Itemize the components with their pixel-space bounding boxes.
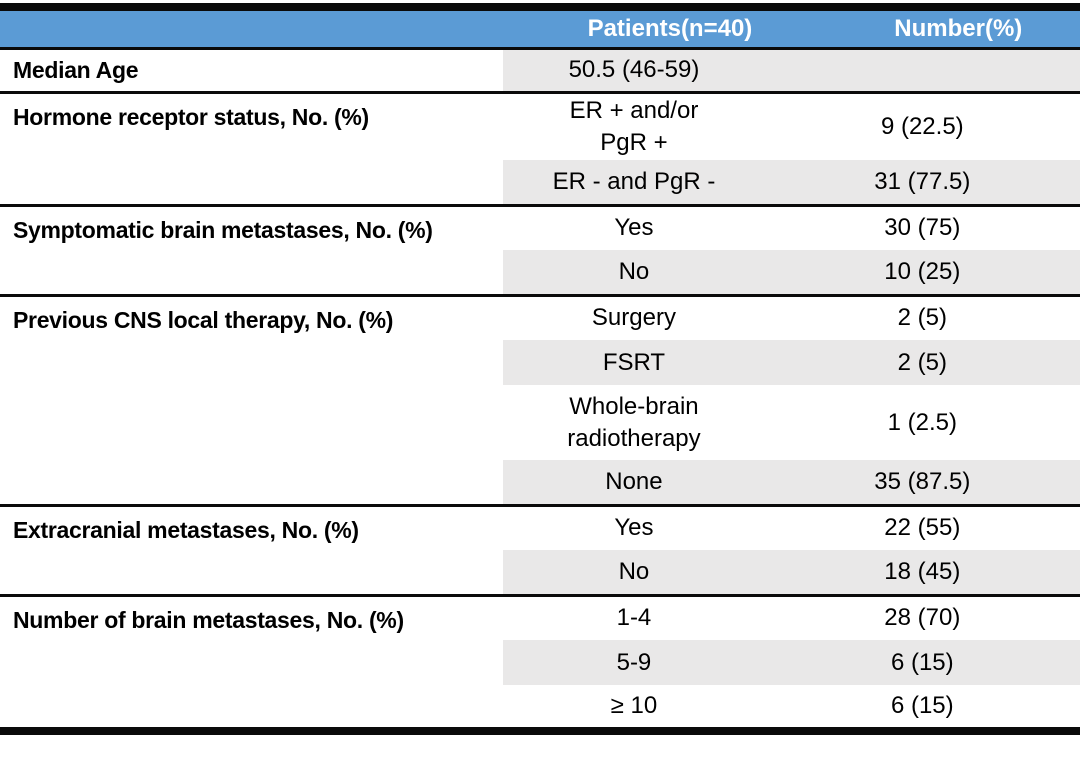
patients-value: Whole-brain radiotherapy — [567, 392, 701, 452]
blank-header-cell — [0, 7, 504, 50]
table-row: Number of brain metastases, No. (%) 1-4 … — [0, 593, 1080, 731]
number-value: 2 (5) — [764, 340, 1080, 385]
table-row: No 18 (45) — [0, 550, 1080, 595]
patients-value: None — [503, 460, 765, 505]
patients-value: ER + and/or PgR + — [503, 90, 765, 160]
number-value: 2 (5) — [764, 293, 1080, 340]
section-label-number-brain-mets: Number of brain metastases, No. (%) — [0, 593, 504, 731]
patients-value: 1-4 — [503, 593, 765, 640]
number-value: 6 (15) — [764, 640, 1080, 685]
patients-value: ER - and PgR - — [503, 160, 765, 205]
number-value — [764, 48, 1080, 92]
section-label-extracranial: Extracranial metastases, No. (%) — [0, 503, 504, 595]
patients-value: 5-9 — [503, 640, 765, 685]
number-value: 30 (75) — [764, 203, 1080, 250]
number-value: 9 (22.5) — [764, 90, 1080, 160]
number-value: 18 (45) — [764, 550, 1080, 595]
table-row: No 10 (25) — [0, 250, 1080, 295]
table-row: None 35 (87.5) — [0, 460, 1080, 505]
number-value: 22 (55) — [764, 503, 1080, 550]
patient-characteristics-table: Patients(n=40) Number(%) Median Age 50.5… — [0, 3, 1080, 735]
table-row: Median Age 50.5 (46-59) — [0, 48, 1080, 92]
table-row: Hormone receptor status, No. (%) ER + an… — [0, 90, 1080, 205]
patients-value: Yes — [503, 203, 765, 250]
table-row: FSRT 2 (5) — [0, 340, 1080, 385]
section-label-previous-cns: Previous CNS local therapy, No. (%) — [0, 293, 504, 505]
table-header-row: Patients(n=40) Number(%) — [0, 7, 1080, 50]
table-row: ER - and PgR - 31 (77.5) — [0, 160, 1080, 205]
patients-value: ≥ 10 — [610, 692, 658, 720]
number-value: 35 (87.5) — [764, 460, 1080, 505]
table-row: Symptomatic brain metastases, No. (%) Ye… — [0, 203, 1080, 295]
number-column-header: Number(%) — [764, 7, 1080, 50]
section-label-hormone-receptor: Hormone receptor status, No. (%) — [0, 90, 504, 205]
patients-value: FSRT — [503, 340, 765, 385]
table-row: Previous CNS local therapy, No. (%) Surg… — [0, 293, 1080, 505]
table-row: Whole-brain radiotherapy 1 (2.5) — [0, 385, 1080, 460]
section-label-median-age: Median Age — [0, 48, 504, 92]
number-value: 1 (2.5) — [887, 408, 957, 436]
number-value: 28 (70) — [764, 593, 1080, 640]
patients-value: No — [503, 550, 765, 595]
patients-value: 50.5 (46-59) — [503, 48, 765, 92]
number-value: 31 (77.5) — [764, 160, 1080, 205]
table-row: Extracranial metastases, No. (%) Yes 22 … — [0, 503, 1080, 595]
patients-value: Surgery — [503, 293, 765, 340]
table-row: ≥ 10 6 (15) — [0, 685, 1080, 731]
patients-value: No — [503, 250, 765, 295]
section-label-symptomatic: Symptomatic brain metastases, No. (%) — [0, 203, 504, 295]
number-value: 6 (15) — [890, 692, 954, 720]
number-value: 10 (25) — [764, 250, 1080, 295]
patients-value: Yes — [503, 503, 765, 550]
patients-column-header: Patients(n=40) — [503, 7, 765, 50]
table-row: 5-9 6 (15) — [0, 640, 1080, 685]
